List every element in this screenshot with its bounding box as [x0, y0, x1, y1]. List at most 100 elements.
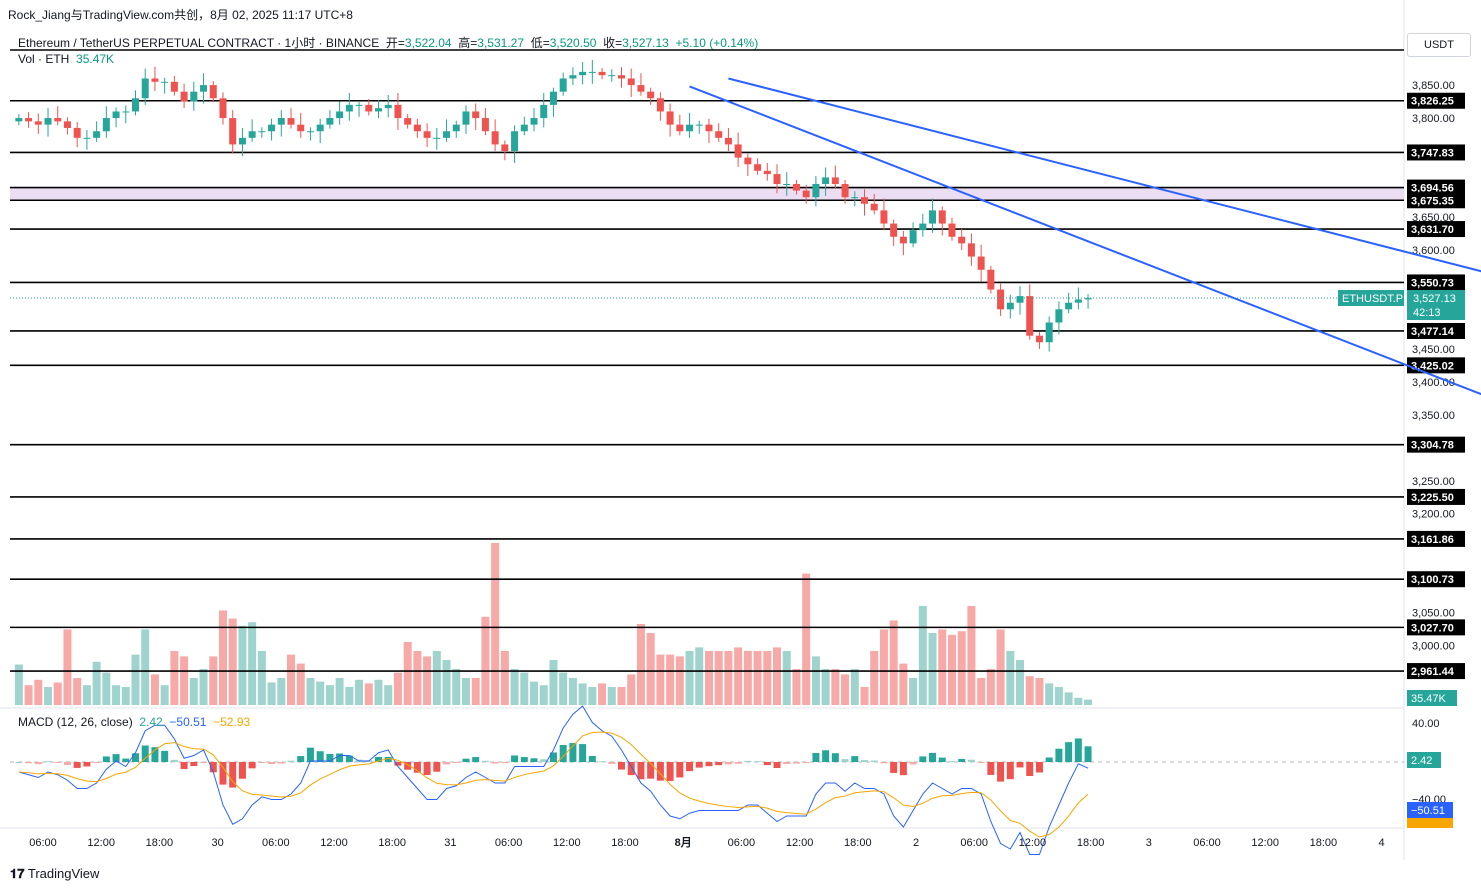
brand-name: TradingView [27, 866, 100, 881]
macd-hist-bar [73, 762, 81, 768]
candle-body [102, 118, 110, 132]
candle-body [404, 118, 412, 125]
candle-body [520, 124, 528, 132]
macd-line-tag-label: −50.51 [1411, 805, 1445, 817]
volume-bar [364, 683, 373, 705]
candle-body [345, 104, 353, 112]
candle-body [958, 236, 966, 244]
symbol-title[interactable]: Ethereum / TetherUS PERPETUAL CONTRACT ·… [18, 36, 380, 50]
candle-body [656, 98, 664, 112]
volume-legend[interactable]: Vol · ETH 35.47K [18, 52, 114, 66]
volume-bar [918, 606, 927, 705]
volume-bar [977, 678, 986, 705]
volume-bar [442, 660, 451, 705]
candle-body [54, 118, 62, 122]
volume-bar [63, 629, 72, 705]
macd-hist-bar [724, 762, 732, 765]
volume-bar [199, 669, 208, 705]
macd-hist-bar [637, 762, 645, 780]
price-axis-tick: 3,400.00 [1412, 377, 1455, 389]
volume-bar [24, 685, 33, 705]
volume-bar [947, 634, 956, 705]
time-axis-tick: 06:00 [1193, 837, 1221, 849]
macd-hist-bar [229, 762, 237, 788]
candle-body [734, 144, 742, 158]
macd-line-tag [1407, 802, 1453, 818]
candle-body [83, 137, 91, 139]
price-level-label: 3,826.25 [1411, 96, 1454, 108]
time-axis-tick: 2 [913, 837, 919, 849]
macd-hist-bar [666, 762, 674, 781]
macd-hist-bar [773, 762, 781, 769]
time-axis-tick: 18:00 [611, 837, 639, 849]
volume-bar [850, 669, 859, 705]
macd-hist-bar [520, 757, 528, 762]
time-axis-tick: 12:00 [320, 837, 348, 849]
candle-body [472, 111, 480, 119]
price-level-label: 3,631.70 [1411, 224, 1454, 236]
time-axis-tick: 18:00 [378, 837, 406, 849]
macd-hist-bar [248, 762, 256, 769]
price-axis-tick: 3,200.00 [1412, 509, 1455, 521]
volume-bar [1074, 697, 1083, 705]
time-axis-tick: 30 [211, 837, 223, 849]
macd-hist-bar [890, 762, 898, 773]
symbol-tag [1338, 290, 1404, 307]
candle-body [112, 111, 120, 119]
brand-mark: 𝟏𝟕 [10, 866, 25, 881]
candle-body [861, 197, 868, 204]
volume-bar [510, 669, 519, 705]
volume-bar [1064, 692, 1073, 705]
macd-hist-bar [1084, 746, 1092, 762]
macd-hist-bar [948, 761, 956, 763]
macd-hist-bar [997, 762, 1005, 782]
macd-signal-value: −52.93 [213, 715, 251, 729]
macd-hist-bar [170, 759, 178, 762]
candle-body [1084, 298, 1092, 300]
candle-body [666, 111, 674, 125]
volume-bar [957, 631, 966, 705]
currency-selector[interactable]: USDT [1407, 33, 1471, 57]
macd-legend[interactable]: MACD (12, 26, close) 2.42 −50.51 −52.93 [18, 715, 250, 729]
volume-bar [238, 625, 247, 705]
volume-bar [452, 669, 461, 705]
open-value: 3,522.04 [404, 36, 452, 50]
price-axis-tick: 3,050.00 [1412, 608, 1455, 620]
macd-hist-bar [209, 762, 217, 773]
candle-body [618, 75, 625, 79]
candle-body [890, 223, 898, 237]
candle-body [598, 71, 606, 76]
tradingview-logo[interactable]: 𝟏𝟕 TradingView [10, 866, 99, 882]
price-level-tag [1407, 274, 1465, 291]
candle-body [316, 124, 324, 132]
macd-hist-bar [783, 762, 791, 765]
macd-hist-bar [63, 762, 71, 765]
candle-body [365, 104, 373, 112]
time-axis-tick: 12:00 [553, 837, 581, 849]
candle-body [355, 104, 363, 106]
volume-bar [695, 647, 704, 705]
volume-bar [870, 651, 879, 705]
candle-body [695, 124, 703, 126]
candle-body [219, 98, 227, 119]
macd-hist-bar [899, 762, 907, 776]
candle-body [277, 118, 285, 125]
volume-bar [112, 685, 121, 705]
volume-bar [423, 656, 432, 705]
macd-hist-bar [93, 762, 101, 763]
volume-bar [928, 633, 937, 705]
candle-body [326, 118, 334, 125]
macd-hist-bar [1045, 757, 1053, 762]
macd-hist-tag-label: 2.42 [1411, 755, 1432, 767]
candle-body [977, 256, 985, 270]
volume-bar [180, 656, 189, 705]
time-axis-tick: 12:00 [87, 837, 115, 849]
candle-body [627, 78, 635, 86]
macd-hist-bar [277, 762, 285, 764]
macd-hist-bar [588, 755, 596, 762]
macd-hist-tag [1407, 752, 1441, 768]
volume-bar [811, 656, 820, 705]
macd-hist-bar [705, 762, 713, 767]
candle-body [1026, 296, 1034, 336]
